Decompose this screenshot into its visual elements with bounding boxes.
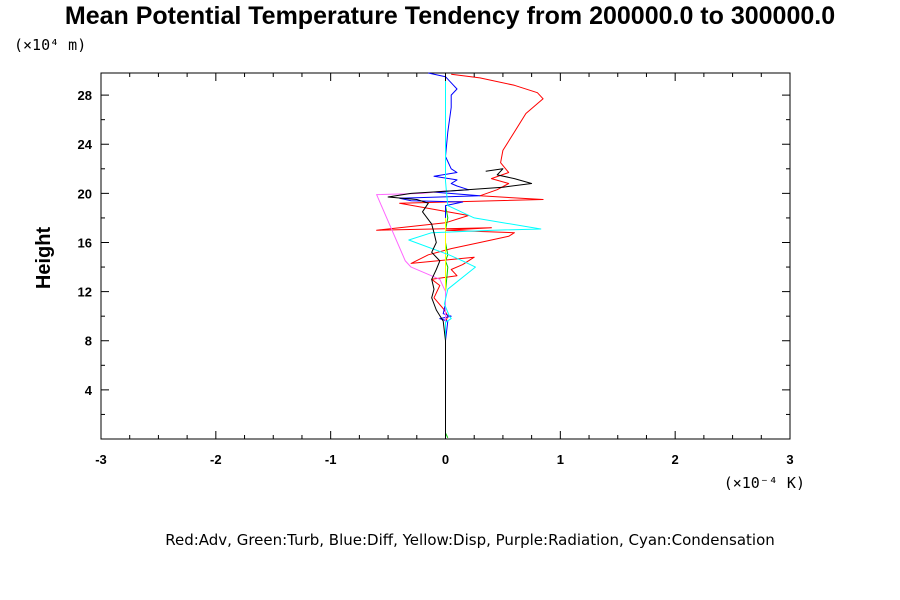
x-tick-label: 0 [442, 452, 449, 467]
series-line-diff [399, 72, 481, 439]
series-line-total [387, 168, 533, 439]
x-unit-label: (×10⁻⁴ K) [724, 474, 805, 492]
y-tick-label: 12 [78, 285, 92, 300]
series-line-adv [376, 73, 544, 439]
series-line-radiation [376, 190, 446, 439]
y-tick-label: 8 [85, 334, 92, 349]
series-group [376, 72, 544, 439]
y-axis-label: Height [33, 227, 55, 290]
series-line-condensation [408, 73, 542, 439]
y-tick-label: 28 [78, 88, 92, 103]
y-tick-label: 4 [85, 383, 93, 398]
x-tick-label: -2 [210, 452, 222, 467]
x-tick-label: -3 [95, 452, 107, 467]
x-tick-label: 2 [672, 452, 679, 467]
y-tick-label: 20 [78, 186, 92, 201]
legend-text: Red:Adv, Green:Turb, Blue:Diff, Yellow:D… [165, 531, 775, 549]
y-tick-label: 24 [78, 137, 93, 152]
y-tick-label: 16 [78, 235, 92, 250]
x-tick-label: 3 [786, 452, 793, 467]
x-tick-label: 1 [557, 452, 564, 467]
chart-title: Mean Potential Temperature Tendency from… [64, 2, 836, 30]
x-tick-label: -1 [325, 452, 337, 467]
y-unit-label: (×10⁴ m) [14, 36, 86, 54]
